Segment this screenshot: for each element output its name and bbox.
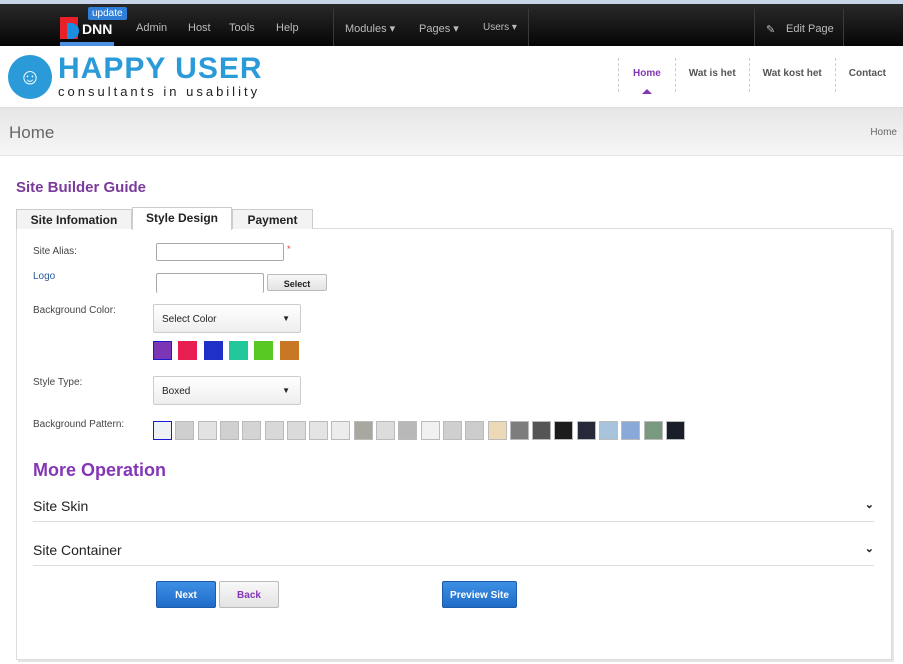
brand-tagline: consultants in usability xyxy=(58,84,261,99)
breadcrumb[interactable]: Home xyxy=(870,127,897,138)
back-button[interactable]: Back xyxy=(219,581,279,608)
pattern-swatch[interactable] xyxy=(465,421,485,440)
pattern-swatch[interactable] xyxy=(153,421,172,440)
nav-wat-is-het[interactable]: Wat is het xyxy=(674,58,749,92)
style-type-select[interactable]: Boxed ▼ xyxy=(153,376,301,405)
pattern-swatch[interactable] xyxy=(576,421,596,440)
chevron-down-icon: ⌄ xyxy=(864,543,874,555)
background-color-value: Select Color xyxy=(162,314,217,325)
nav-wat-kost-het[interactable]: Wat kost het xyxy=(748,58,835,92)
menu-modules[interactable]: Modules ▾ xyxy=(345,23,396,35)
dnn-logo-mark xyxy=(67,23,79,39)
update-badge[interactable]: update xyxy=(88,7,127,20)
window-top-border xyxy=(0,0,903,4)
accordion-site-container[interactable]: Site Container ⌄ xyxy=(33,540,874,566)
menu-admin[interactable]: Admin xyxy=(136,22,168,34)
menu-users[interactable]: Users ▾ xyxy=(483,22,517,33)
select-logo-button[interactable]: Select xyxy=(267,274,327,291)
pattern-swatch[interactable] xyxy=(175,421,195,440)
pattern-swatch[interactable] xyxy=(643,421,663,440)
color-swatch[interactable] xyxy=(178,341,198,360)
dnn-logo-text: DNN xyxy=(82,21,113,37)
brand-title: HAPPY USER xyxy=(58,52,263,85)
pattern-swatch[interactable] xyxy=(197,421,217,440)
pattern-swatch[interactable] xyxy=(532,421,552,440)
tab-panel xyxy=(16,228,892,660)
happy-user-logo-icon: ☺ xyxy=(8,54,52,99)
pages-label: Pages xyxy=(419,23,451,35)
nav-home[interactable]: Home xyxy=(618,58,675,94)
tab-style-design[interactable]: Style Design xyxy=(132,207,232,230)
pattern-swatch[interactable] xyxy=(309,421,329,440)
accordion-site-skin[interactable]: Site Skin ⌄ xyxy=(33,496,874,522)
edit-page-label[interactable]: Edit Page xyxy=(786,23,834,35)
pattern-swatch[interactable] xyxy=(376,421,395,440)
preview-site-button[interactable]: Preview Site xyxy=(442,581,517,608)
edit-page-button[interactable] xyxy=(754,9,844,46)
pattern-swatch[interactable] xyxy=(420,421,440,440)
color-swatch[interactable] xyxy=(279,341,299,360)
users-label: Users xyxy=(483,22,510,33)
style-type-label: Style Type: xyxy=(33,377,83,388)
pencil-icon: ✎ xyxy=(766,24,776,36)
site-skin-label: Site Skin xyxy=(33,498,89,514)
page-title-band: Home Home xyxy=(0,108,903,156)
background-color-select[interactable]: Select Color ▼ xyxy=(153,304,301,333)
tab-payment[interactable]: Payment xyxy=(232,209,313,229)
main-nav: Home Wat is het Wat kost het Contact xyxy=(618,58,899,94)
caret-down-icon: ▼ xyxy=(282,314,290,323)
menu-tools[interactable]: Tools xyxy=(229,22,255,34)
guide-title: Site Builder Guide xyxy=(16,179,147,196)
menu-help[interactable]: Help xyxy=(276,22,299,34)
logo-input[interactable] xyxy=(156,273,264,293)
pattern-swatch[interactable] xyxy=(219,421,239,440)
logo-underline xyxy=(60,42,114,46)
color-swatch[interactable] xyxy=(254,341,274,360)
pattern-swatch[interactable] xyxy=(286,421,306,440)
logo-label: Logo xyxy=(33,271,56,282)
background-color-label: Background Color: xyxy=(33,305,116,316)
pattern-swatch[interactable] xyxy=(554,421,574,440)
pattern-swatch[interactable] xyxy=(599,421,618,440)
pattern-swatch[interactable] xyxy=(353,421,373,440)
brand-logo[interactable]: ☺ HAPPY USER consultants in usability xyxy=(8,54,263,99)
pattern-swatch[interactable] xyxy=(331,421,351,440)
pattern-swatch[interactable] xyxy=(442,421,462,440)
chevron-down-icon: ⌄ xyxy=(864,499,874,511)
style-type-value: Boxed xyxy=(162,386,191,397)
modules-label: Modules xyxy=(345,23,387,35)
tab-site-information[interactable]: Site Infomation xyxy=(16,209,132,229)
menu-pages[interactable]: Pages ▾ xyxy=(419,23,459,35)
site-container-label: Site Container xyxy=(33,542,122,558)
site-alias-label: Site Alias: xyxy=(33,246,77,257)
pattern-swatch[interactable] xyxy=(398,421,418,440)
background-pattern-label: Background Pattern: xyxy=(33,419,125,430)
pattern-swatch[interactable] xyxy=(665,421,685,440)
control-panel: DNN update Admin Host Tools Help Modules… xyxy=(0,4,903,46)
menu-host[interactable]: Host xyxy=(188,22,211,34)
pattern-swatch[interactable] xyxy=(487,421,507,440)
pattern-swatch[interactable] xyxy=(264,421,284,440)
next-button[interactable]: Next xyxy=(156,581,216,608)
required-mark: * xyxy=(287,244,291,254)
page-title: Home xyxy=(9,123,55,142)
site-alias-input[interactable] xyxy=(156,243,284,261)
caret-down-icon: ▼ xyxy=(282,386,290,395)
more-operation-title: More Operation xyxy=(33,460,167,480)
nav-contact[interactable]: Contact xyxy=(834,58,899,92)
dropdown-group xyxy=(333,9,529,46)
pattern-swatch[interactable] xyxy=(621,421,641,440)
color-swatch[interactable] xyxy=(228,341,248,360)
pattern-swatch[interactable] xyxy=(509,421,529,440)
color-swatch[interactable] xyxy=(203,341,223,360)
color-swatch[interactable] xyxy=(153,341,172,360)
site-header xyxy=(0,46,903,108)
pattern-swatch[interactable] xyxy=(242,421,262,440)
